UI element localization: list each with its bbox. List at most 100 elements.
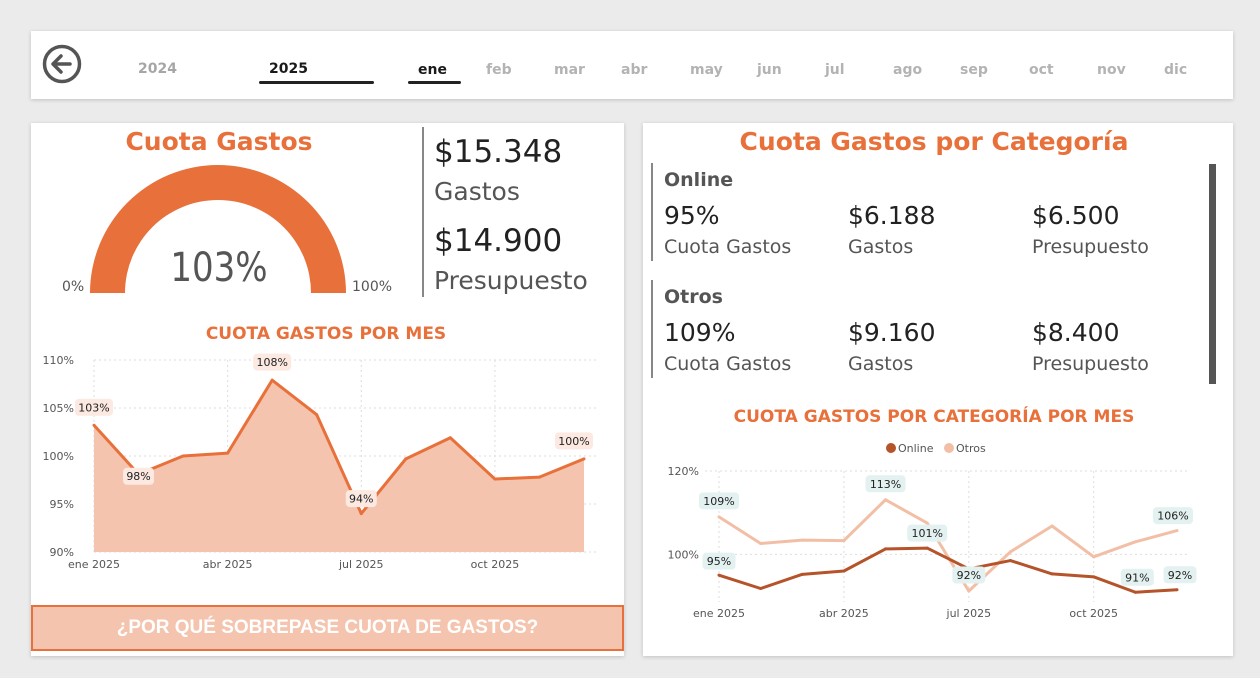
category-line-chart: Online Otros 120% 100% ene 2025 abr 2025 jul 2…	[668, 442, 1197, 620]
otros-cuota: 109%	[664, 318, 736, 347]
data-label: 95%	[707, 555, 731, 568]
year-2024[interactable]: 2024	[138, 61, 177, 77]
otros-divider	[651, 280, 653, 378]
data-point	[1008, 550, 1012, 554]
data-label: 94%	[349, 493, 373, 506]
data-point	[759, 542, 763, 545]
legend-label: Otros	[956, 442, 986, 455]
data-point	[1050, 524, 1054, 528]
monthly-area-chart: 110% 105% 100% 95% 90%ene 2025 abr 2025 jul 20…	[43, 353, 596, 571]
y-tick-label: 95%	[50, 498, 74, 511]
online-presupuesto: $6.500	[1032, 201, 1120, 230]
data-point	[1175, 529, 1179, 533]
data-label: 109%	[703, 495, 734, 508]
data-point	[315, 413, 319, 417]
data-point	[181, 454, 185, 458]
data-label: 108%	[256, 356, 287, 369]
year-underline	[259, 81, 374, 84]
otros-gastos: $9.160	[848, 318, 936, 347]
otros-cuota-label: Cuota Gastos	[664, 353, 792, 375]
x-tick-label: jul 2025	[338, 558, 384, 571]
data-point	[582, 457, 586, 461]
data-label-bg	[1120, 568, 1154, 586]
data-label-bg	[952, 566, 986, 584]
cta-label: ¿POR QUÉ SOBREPASE CUOTA DE GASTOS?	[116, 617, 539, 638]
x-tick-label: oct 2025	[471, 558, 520, 571]
y-tick-label: 105%	[43, 402, 74, 415]
y-tick-label: 100%	[43, 450, 74, 463]
online-presupuesto-label: Presupuesto	[1032, 236, 1149, 258]
month-may[interactable]: may	[690, 62, 723, 78]
month-ene[interactable]: ene	[418, 62, 447, 78]
data-point	[1092, 555, 1096, 559]
data-label-bg	[1163, 566, 1197, 584]
data-label-bg	[345, 490, 377, 508]
gastos-value: $15.348	[434, 134, 563, 170]
series-line	[92, 378, 585, 516]
month-feb[interactable]: feb	[486, 62, 512, 78]
data-label-bg	[907, 524, 948, 542]
data-label-bg	[123, 467, 155, 485]
gauge-value: 103%	[170, 245, 268, 291]
data-point	[493, 477, 497, 481]
monthly-chart-title: CUOTA GASTOS POR MES	[205, 324, 447, 344]
x-tick-label: oct 2025	[1069, 607, 1118, 620]
series-line-otros	[718, 498, 1178, 593]
data-point	[884, 498, 888, 502]
gauge-chart	[90, 165, 346, 293]
month-sep[interactable]: sep	[960, 62, 988, 78]
data-point	[1133, 590, 1137, 594]
gauge-arc	[90, 165, 346, 293]
online-gastos-label: Gastos	[848, 236, 914, 258]
month-mar[interactable]: mar	[554, 62, 585, 78]
gauge-title: Cuota Gastos	[125, 127, 313, 156]
data-point	[1092, 575, 1096, 579]
x-tick-label: jul 2025	[946, 607, 992, 620]
y-tick-label: 100%	[668, 548, 699, 561]
data-point	[800, 572, 804, 576]
data-point	[925, 521, 929, 525]
month-underline	[408, 81, 461, 84]
data-label: 92%	[1168, 569, 1192, 582]
month-jul[interactable]: jul	[825, 62, 845, 78]
month-oct[interactable]: oct	[1029, 62, 1054, 78]
data-point	[759, 587, 763, 590]
data-point	[717, 573, 721, 577]
x-tick-label: ene 2025	[693, 607, 745, 620]
back-arrow-icon[interactable]	[42, 44, 82, 84]
kpi-divider	[422, 127, 424, 297]
data-point	[537, 475, 541, 479]
data-label-bg	[1153, 507, 1193, 525]
data-label-bg	[702, 552, 736, 570]
presupuesto-value: $14.900	[434, 223, 563, 259]
x-tick-label: ene 2025	[68, 558, 120, 571]
data-point	[1133, 540, 1137, 544]
data-point	[800, 538, 804, 542]
gastos-label: Gastos	[434, 177, 520, 206]
category-scrollbar[interactable]	[1209, 164, 1216, 384]
series-line-online	[718, 546, 1178, 594]
category-title: Cuota Gastos por Categoría	[739, 127, 1129, 156]
otros-name: Otros	[664, 286, 723, 308]
month-jun[interactable]: jun	[757, 62, 782, 78]
month-ago[interactable]: ago	[893, 62, 923, 78]
data-label-bg	[75, 398, 113, 416]
year-2025[interactable]: 2025	[269, 61, 308, 77]
gauge-max-label: 100%	[352, 279, 393, 295]
cta-button[interactable]: ¿POR QUÉ SOBREPASE CUOTA DE GASTOS?	[31, 605, 624, 651]
data-label: 100%	[558, 435, 589, 448]
data-label: 103%	[78, 401, 109, 414]
month-nov[interactable]: nov	[1097, 62, 1126, 78]
y-tick-label: 110%	[43, 354, 74, 367]
data-label: 113%	[870, 478, 901, 491]
data-point	[717, 515, 721, 519]
month-abr[interactable]: abr	[621, 62, 648, 78]
y-tick-label: 120%	[668, 465, 699, 478]
online-gastos: $6.188	[848, 201, 936, 230]
online-divider	[651, 163, 653, 261]
month-dic[interactable]: dic	[1164, 62, 1188, 78]
presupuesto-label: Presupuesto	[434, 266, 588, 295]
otros-gastos-label: Gastos	[848, 353, 914, 375]
x-tick-label: abr 2025	[203, 558, 253, 571]
data-label: 98%	[126, 470, 150, 483]
